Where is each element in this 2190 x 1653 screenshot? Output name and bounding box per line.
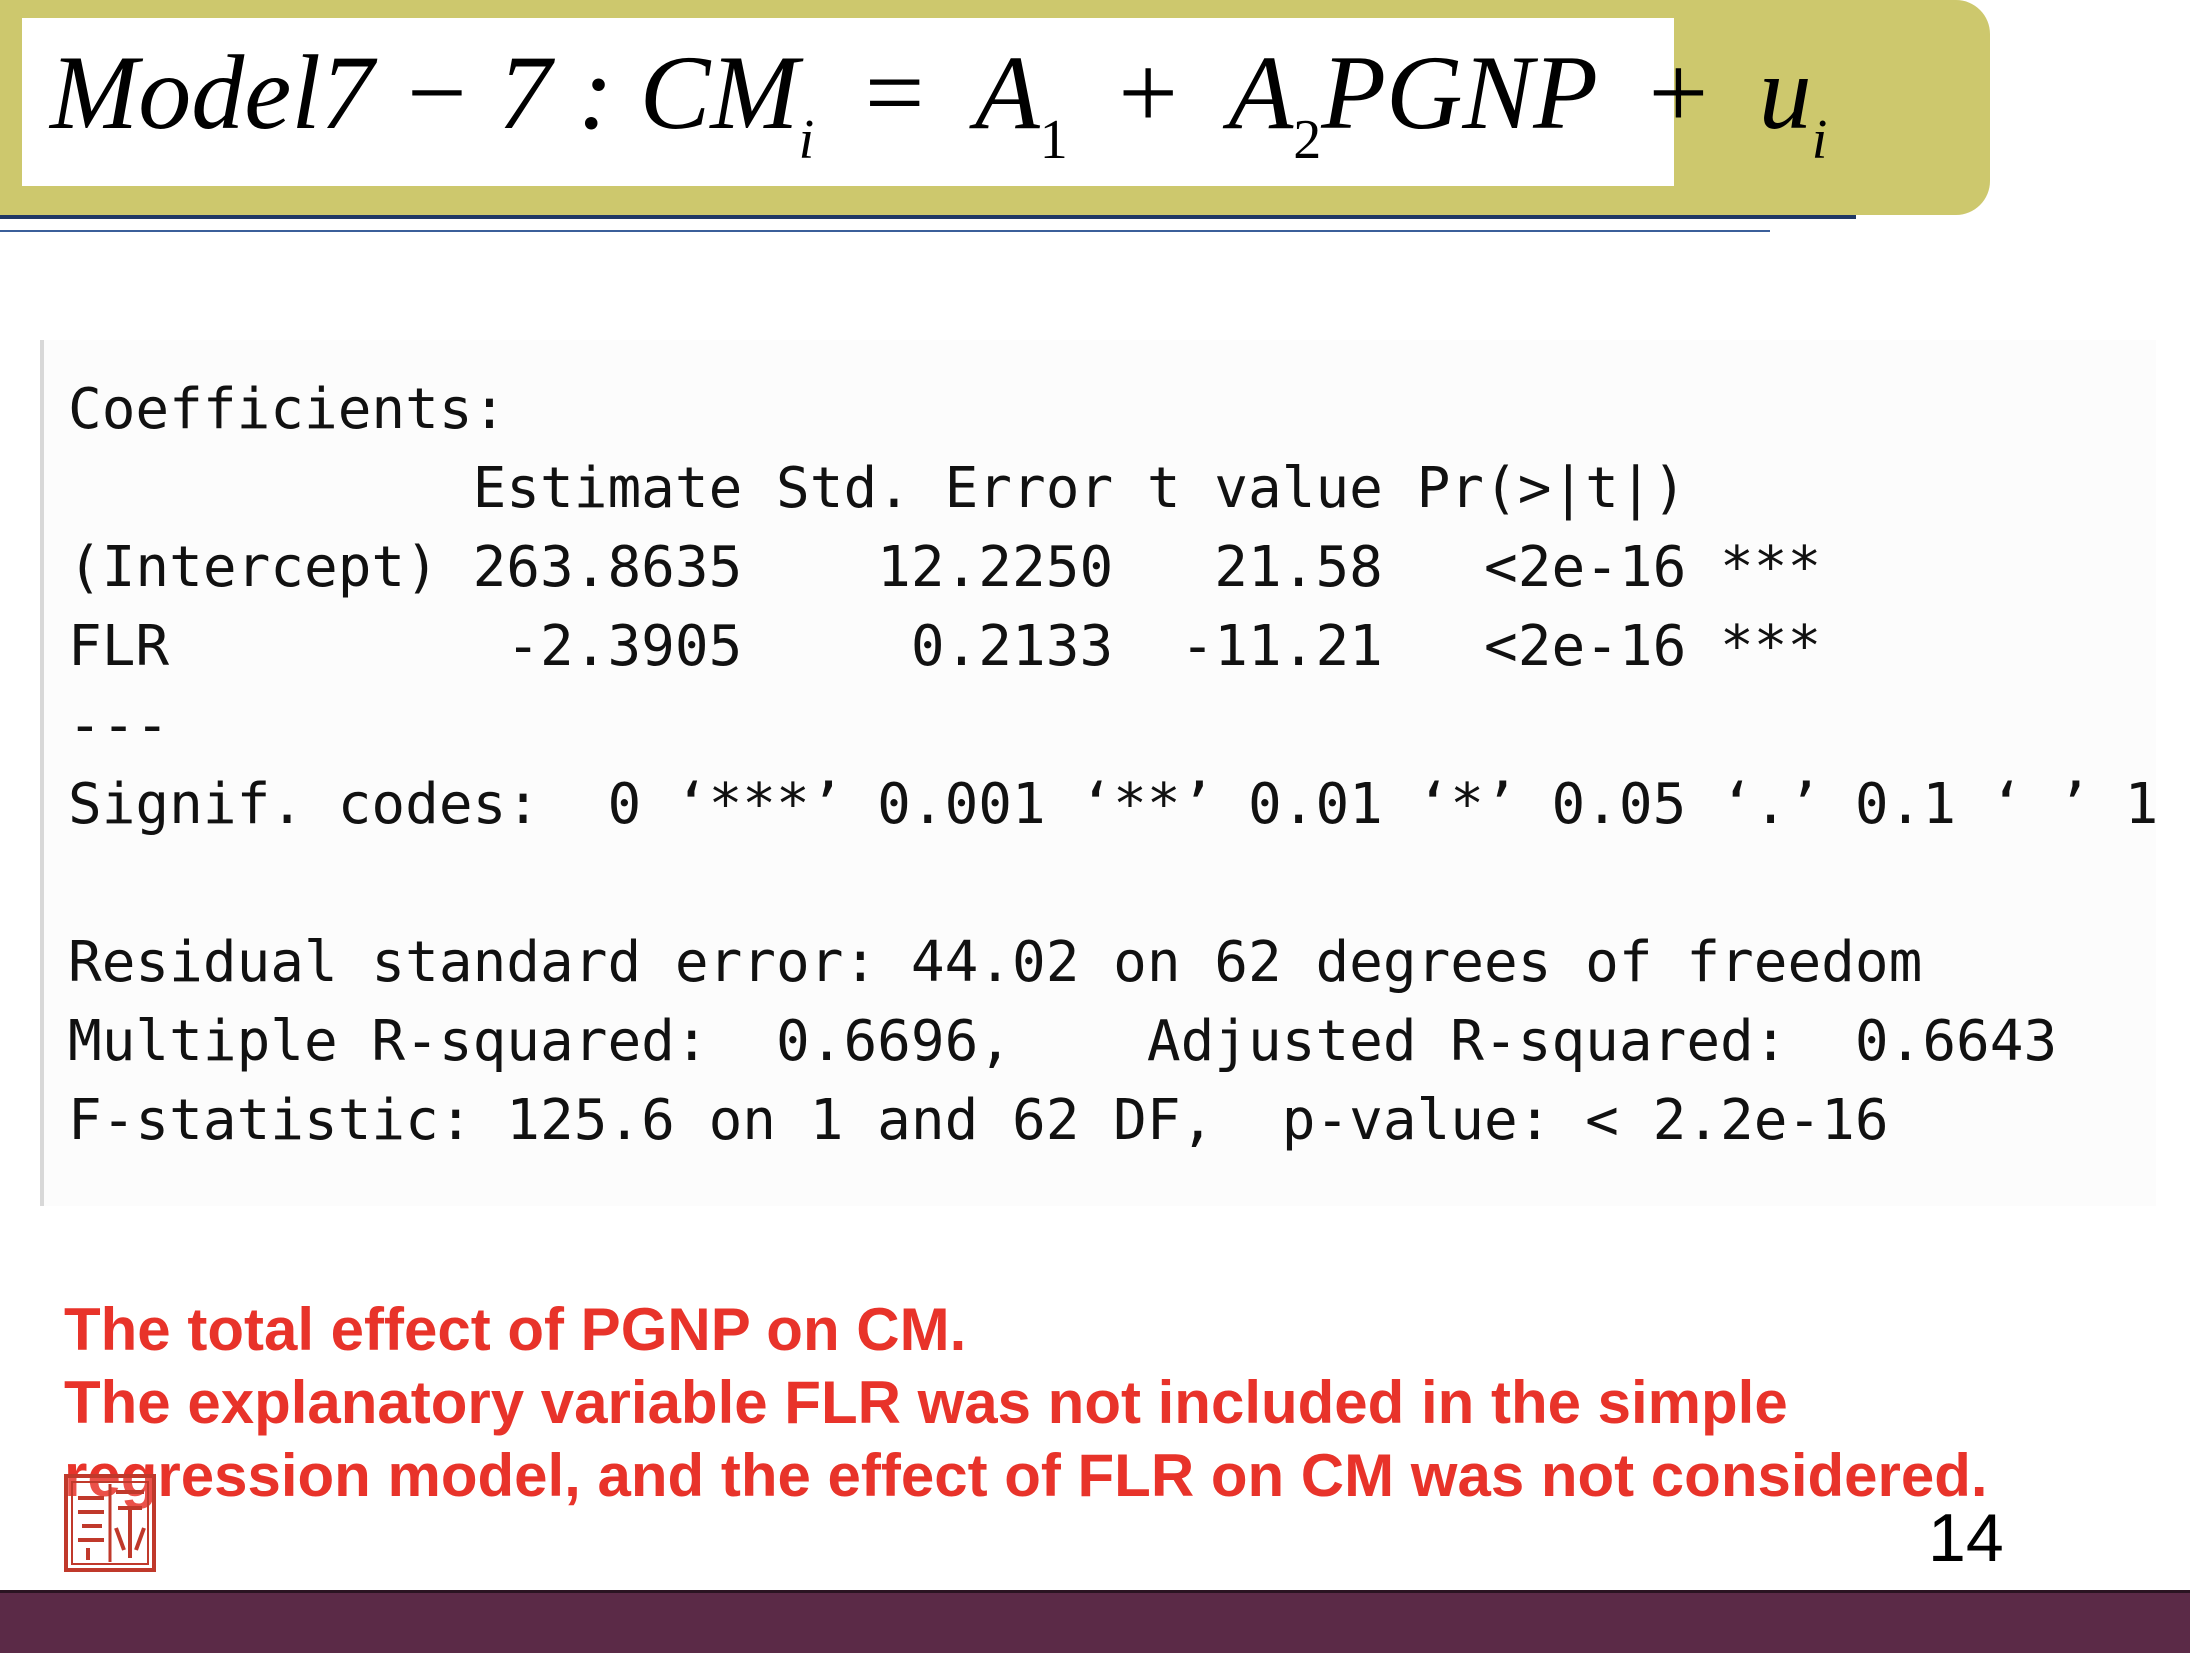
r-output-panel: [40, 340, 2156, 1206]
formula-sub-1: 1: [1039, 109, 1068, 171]
title-box: Model7 − 7 : CMi = A1 + A2PGNP + ui: [22, 18, 1827, 186]
formula-equals: =: [864, 34, 925, 151]
r-line-intercept: (Intercept) 263.8635 12.2250 21.58 <2e-1…: [68, 535, 1822, 600]
formula-plus-2: +: [1648, 34, 1709, 151]
seal-icon: [64, 1474, 156, 1572]
title-rule-dark: [0, 215, 1856, 219]
formula-a2: A: [1228, 34, 1294, 151]
formula-model: Model7 − 7 : CM: [50, 34, 799, 151]
model-formula: Model7 − 7 : CMi = A1 + A2PGNP + ui: [50, 40, 1827, 169]
r-line-coefficients: Coefficients:: [68, 377, 507, 442]
formula-plus-1: +: [1118, 34, 1178, 151]
note-line-3: regression model, and the effect of FLR …: [64, 1442, 1988, 1509]
formula-sub-i: i: [798, 109, 815, 171]
note-line-1: The total effect of PGNP on CM.: [64, 1296, 967, 1363]
r-line-header: Estimate Std. Error t value Pr(>|t|): [68, 456, 1687, 521]
formula-a1: A: [974, 34, 1040, 151]
r-line-separator: ---: [68, 693, 170, 758]
formula-u: u: [1758, 34, 1812, 151]
r-line-residual: Residual standard error: 44.02 on 62 deg…: [68, 930, 1923, 995]
formula-sub-2: 2: [1293, 109, 1322, 171]
r-line-rsquared: Multiple R-squared: 0.6696, Adjusted R-s…: [68, 1009, 2058, 1074]
r-line-signif: Signif. codes: 0 ‘***’ 0.001 ‘**’ 0.01 ‘…: [68, 772, 2159, 837]
formula-sub-i-2: i: [1811, 109, 1828, 171]
r-line-flr: FLR -2.3905 0.2133 -11.21 <2e-16 ***: [68, 614, 1822, 679]
title-rule-light: [0, 230, 1770, 232]
r-line-fstatistic: F-statistic: 125.6 on 1 and 62 DF, p-val…: [68, 1088, 1889, 1153]
footer-bar: [0, 1590, 2190, 1653]
formula-pgnp: PGNP: [1321, 34, 1598, 151]
note-line-2: The explanatory variable FLR was not inc…: [64, 1369, 1788, 1436]
page-number: 14: [1928, 1500, 2004, 1576]
